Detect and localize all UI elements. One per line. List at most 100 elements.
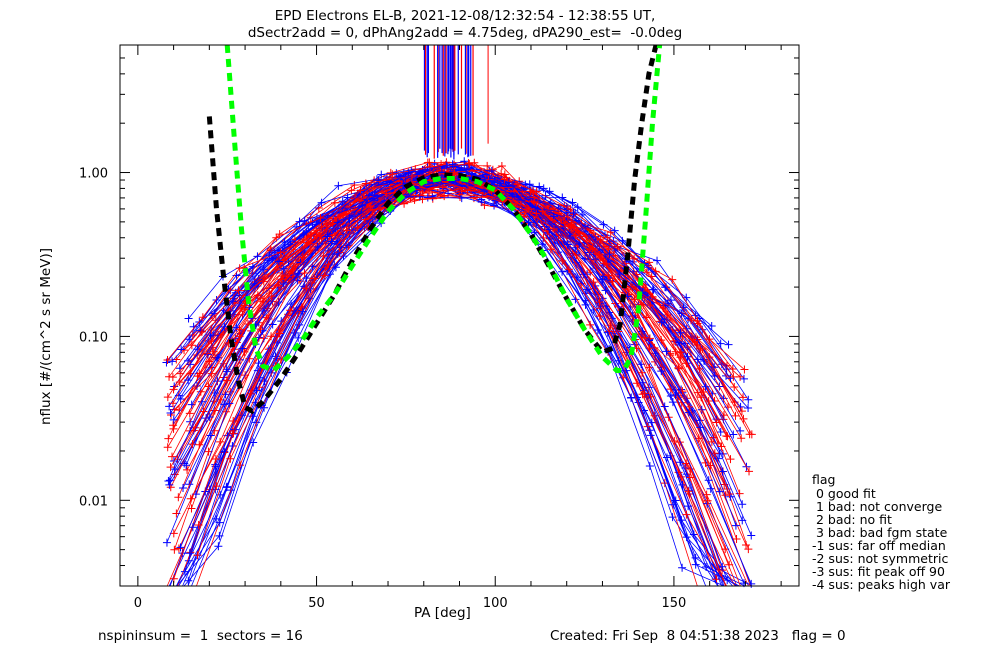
data-point-marker — [676, 348, 685, 357]
data-point-marker — [176, 394, 185, 403]
data-point-marker — [179, 484, 188, 493]
data-point-marker — [682, 510, 691, 519]
distribution-line — [170, 194, 722, 468]
y-tick-label: 1.00 — [79, 167, 108, 182]
data-point-marker — [320, 271, 329, 280]
y-tick-label: 0.10 — [79, 330, 108, 345]
data-point-marker — [712, 418, 721, 427]
data-point-marker — [176, 543, 185, 552]
data-point-marker — [627, 393, 636, 402]
data-point-marker — [195, 440, 204, 449]
data-point-marker — [731, 411, 740, 420]
data-point-marker — [678, 332, 687, 341]
data-point-marker — [240, 305, 249, 314]
data-point-marker — [410, 195, 419, 204]
data-point-marker — [273, 338, 282, 347]
data-point-marker — [725, 490, 734, 499]
data-point-marker — [423, 193, 432, 202]
data-point-marker — [732, 534, 741, 543]
data-point-marker — [524, 205, 533, 214]
data-point-marker — [545, 225, 554, 234]
data-point-marker — [333, 249, 342, 258]
distribution-line — [189, 170, 724, 455]
data-point-marker — [649, 285, 658, 294]
distribution-line — [177, 161, 747, 546]
footer-left: nspininsum = 1 sectors = 16 — [98, 628, 303, 644]
data-point-marker — [674, 363, 683, 372]
axis-ticks: 0 50 100 150 0.01 0.10 1.00 — [79, 44, 799, 611]
data-point-marker — [707, 437, 716, 446]
data-point-marker — [512, 192, 521, 201]
data-point-marker — [169, 424, 178, 433]
data-point-marker — [632, 270, 641, 279]
data-point-marker — [693, 355, 702, 364]
data-point-marker — [509, 181, 518, 190]
x-tick-label: 0 — [134, 596, 142, 611]
data-point-marker — [188, 523, 197, 532]
data-point-marker — [596, 235, 605, 244]
data-point-marker — [610, 226, 619, 235]
data-point-marker — [343, 193, 352, 202]
data-point-marker — [529, 193, 538, 202]
data-point-marker — [604, 271, 613, 280]
data-point-marker — [194, 521, 203, 530]
data-point-marker — [204, 382, 213, 391]
distribution-line — [187, 165, 731, 379]
x-tick-label: 100 — [483, 596, 508, 611]
data-point-marker — [716, 339, 725, 348]
data-point-marker — [221, 390, 230, 399]
data-point-marker — [608, 277, 617, 286]
data-point-marker — [315, 231, 324, 240]
distribution-line — [199, 175, 727, 370]
data-point-marker — [659, 303, 668, 312]
flag-legend-title: flag — [812, 472, 836, 487]
data-point-marker — [645, 363, 654, 372]
data-point-marker — [286, 306, 295, 315]
x-tick-label: 150 — [662, 596, 687, 611]
data-point-marker — [705, 335, 714, 344]
data-point-marker — [166, 409, 175, 418]
data-point-marker — [740, 365, 749, 374]
data-point-marker — [211, 455, 220, 464]
data-point-marker — [678, 563, 687, 572]
data-point-marker — [166, 463, 175, 472]
data-point-marker — [300, 216, 309, 225]
flag-legend-item: -1 sus: far off median — [812, 538, 946, 553]
data-point-marker — [535, 182, 544, 191]
data-point-marker — [240, 347, 249, 356]
data-point-marker — [183, 356, 192, 365]
data-point-marker — [449, 168, 458, 177]
data-point-marker — [615, 270, 624, 279]
data-point-marker — [716, 428, 725, 437]
data-point-marker — [739, 414, 748, 423]
data-point-marker — [365, 191, 374, 200]
data-point-marker — [696, 344, 705, 353]
data-point-marker — [448, 160, 457, 169]
chart-title-line1: EPD Electrons EL-B, 2021-12-08/12:32:54 … — [274, 8, 656, 24]
data-point-marker — [310, 274, 319, 283]
data-point-marker — [327, 237, 336, 246]
data-point-marker — [726, 455, 735, 464]
data-point-marker — [253, 252, 262, 261]
data-point-marker — [177, 345, 186, 354]
data-point-marker — [353, 223, 362, 232]
data-point-marker — [564, 265, 573, 274]
data-point-marker — [581, 300, 590, 309]
data-point-marker — [745, 467, 754, 476]
flag-legend-item: -3 sus: fit peak off 90 — [812, 564, 945, 579]
data-point-marker — [666, 296, 675, 305]
data-point-marker — [437, 168, 446, 177]
data-point-marker — [668, 275, 677, 284]
data-point-marker — [645, 258, 654, 267]
data-point-marker — [229, 416, 238, 425]
data-point-marker — [646, 431, 655, 440]
data-point-marker — [214, 542, 223, 551]
distribution-line — [190, 177, 741, 587]
data-point-marker — [167, 452, 176, 461]
data-point-marker — [165, 480, 174, 489]
data-point-marker — [374, 176, 383, 185]
distribution-line — [168, 163, 734, 378]
data-point-marker — [724, 340, 733, 349]
data-point-marker — [530, 197, 539, 206]
data-point-marker — [558, 267, 567, 276]
